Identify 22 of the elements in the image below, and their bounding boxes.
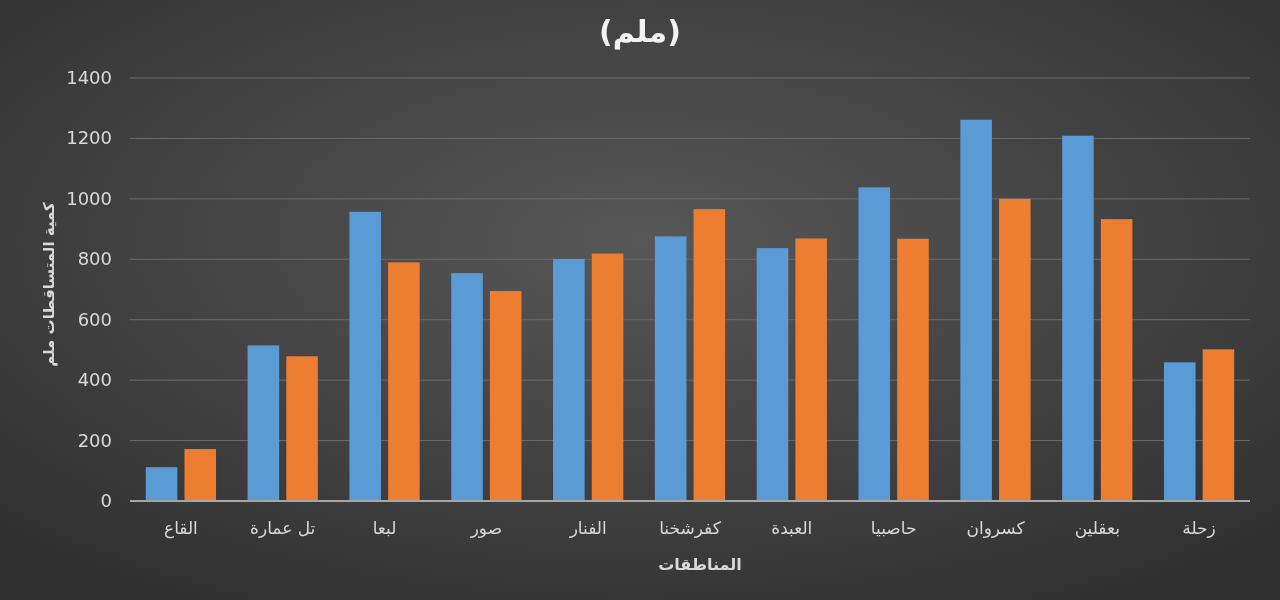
x-tick-label: بعقلين	[1074, 518, 1120, 538]
y-tick-label: 1200	[66, 127, 112, 149]
y-tick-label: 1400	[66, 67, 112, 88]
y-tick-label: 0	[100, 490, 112, 511]
x-tick-label: العبدة	[771, 518, 813, 538]
x-tick-label: الفنار	[568, 518, 607, 538]
x-tick-label: زحلة	[1182, 518, 1216, 538]
x-axis-title: المناطقات	[658, 555, 742, 574]
x-tick-label: لبعا	[372, 518, 397, 538]
x-tick-label: كسروان	[966, 518, 1026, 538]
x-tick-label: تل عمارة	[250, 518, 316, 538]
x-tick-label: القاع	[164, 518, 198, 539]
chart-title: (ملم)	[599, 14, 681, 50]
y-tick-label: 400	[77, 369, 112, 391]
y-tick-label: 800	[77, 248, 112, 270]
y-tick-label: 200	[77, 429, 112, 451]
x-tick-label: كفرشخنا	[659, 518, 722, 538]
x-tick-label: حاصبيا	[870, 518, 917, 538]
y-axis-title: كمية المتساقطات ملم	[40, 201, 58, 367]
y-tick-label: 600	[77, 308, 112, 330]
x-tick-label: صور	[469, 518, 503, 538]
y-tick-label: 1000	[66, 187, 112, 209]
